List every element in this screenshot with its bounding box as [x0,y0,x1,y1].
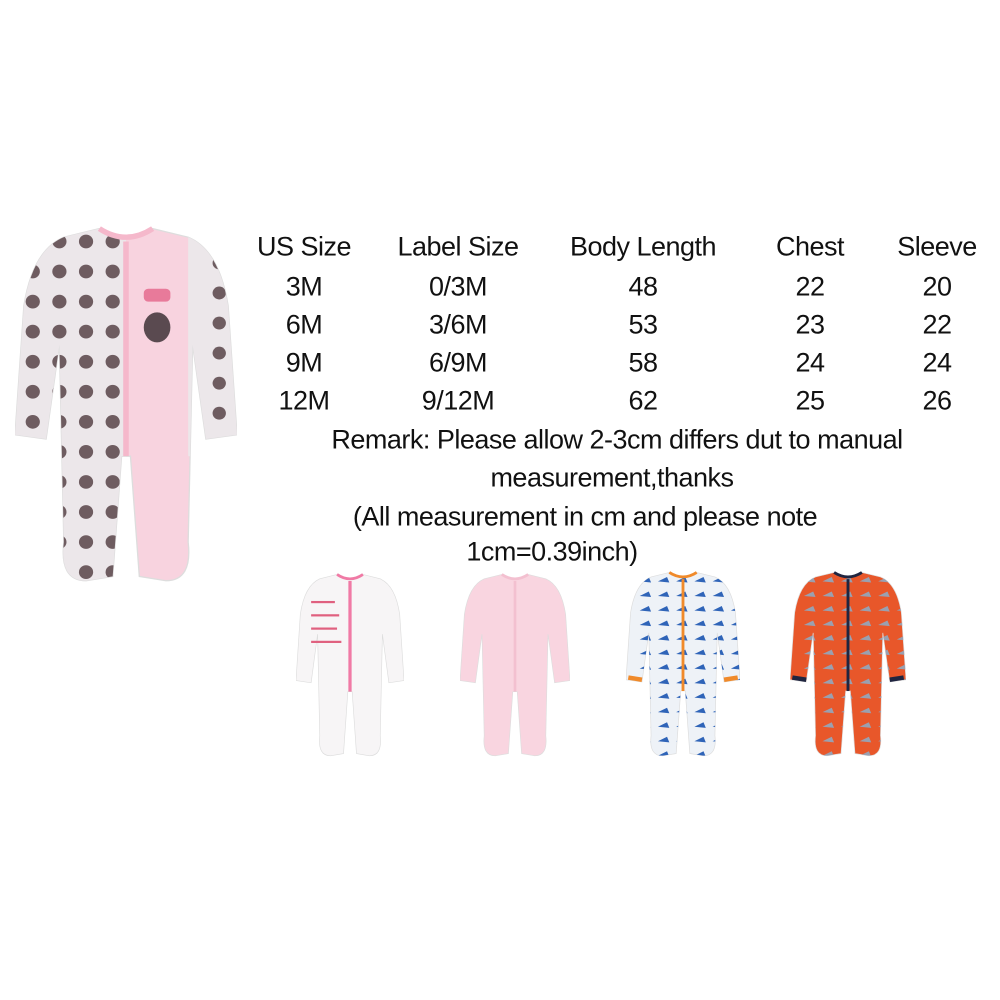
remark-line-2: measurement,thanks [490,462,734,493]
table-cell: 9M [285,347,323,378]
table-cell: 24 [922,347,952,378]
table-cell: 62 [628,385,658,416]
table-cell: 24 [795,347,825,378]
table-cell: 3M [285,271,323,302]
remark-line-4: 1cm=0.39inch) [466,536,638,567]
table-cell: 53 [628,309,658,340]
table-cell: 48 [628,271,658,302]
table-cell: 20 [922,271,952,302]
orange-dinosaur-romper-image [790,571,906,757]
table-cell: 58 [628,347,658,378]
table-cell: 23 [795,309,825,340]
column-header: Sleeve [897,231,977,262]
table-cell: 25 [795,385,825,416]
table-cell: 6M [285,309,323,340]
table-cell: 3/6M [428,309,488,340]
remark-line-3: (All measurement in cm and please note [352,501,818,532]
blue-dinosaur-romper-image [626,571,740,757]
table-cell: 12M [278,385,330,416]
table-cell: 6/9M [428,347,488,378]
table-cell: 9/12M [421,385,495,416]
pink-owl-romper-image [15,226,237,582]
table-cell: 22 [922,309,952,340]
column-header: Label Size [397,231,519,262]
remark-line-1: Remark: Please allow 2-3cm differs dut t… [331,424,903,455]
table-cell: 22 [795,271,825,302]
column-header: Chest [775,231,845,262]
table-cell: 0/3M [428,271,488,302]
column-header: Body Length [569,231,717,262]
table-cell: 26 [922,385,952,416]
column-header: US Size [256,231,352,262]
pink-romper-image [460,573,570,757]
white-mommy-daddy-romper-image [296,573,404,757]
